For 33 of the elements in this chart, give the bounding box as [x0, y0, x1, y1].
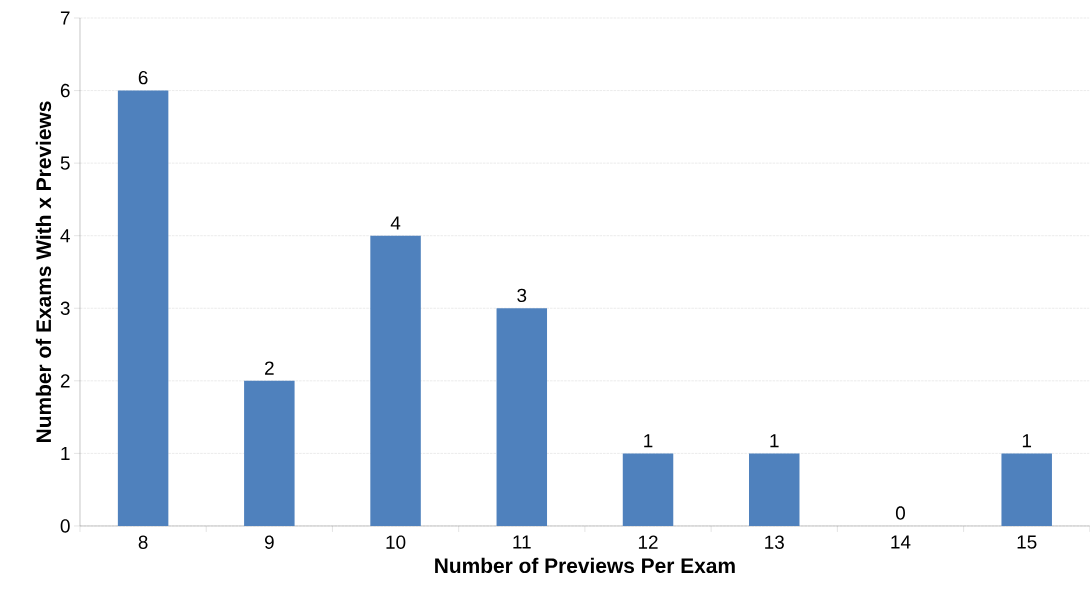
- x-tick-label: 14: [891, 535, 911, 549]
- data-label: 1: [644, 434, 653, 448]
- y-tick-label: 1: [61, 446, 70, 460]
- data-label: 4: [390, 216, 401, 230]
- bar: [496, 308, 548, 526]
- bar: [244, 380, 295, 526]
- bar: [1001, 453, 1052, 526]
- data-label: 3: [517, 288, 527, 303]
- y-tick-label: 0: [60, 519, 70, 533]
- x-tick-label: 11: [513, 535, 531, 549]
- bar: [622, 453, 674, 526]
- data-label: 6: [138, 70, 148, 85]
- x-tick-label: 9: [264, 535, 274, 549]
- y-tick-label: 3: [60, 301, 70, 315]
- y-tick-label: 5: [60, 156, 70, 170]
- bar: [117, 90, 169, 526]
- y-tick-label: 4: [60, 229, 70, 243]
- data-label: 0: [895, 506, 905, 520]
- bar: [749, 453, 800, 526]
- x-tick-label: 10: [386, 535, 406, 549]
- data-label: 1: [1022, 434, 1032, 448]
- x-tick-label: 8: [138, 535, 148, 549]
- y-tick-label: 6: [60, 83, 70, 98]
- bar: [370, 235, 421, 526]
- x-axis-title: Number of Previews Per Exam: [435, 557, 735, 574]
- data-label: 1: [770, 434, 779, 448]
- data-label: 2: [265, 361, 274, 375]
- x-tick-label: 12: [638, 535, 658, 549]
- x-tick-label: 13: [765, 535, 784, 549]
- y-tick-label: 7: [60, 11, 70, 25]
- y-tick-label: 2: [60, 374, 70, 388]
- x-tick-label: 15: [1017, 535, 1037, 549]
- y-axis-title: Number of Exams With x Previews: [35, 101, 52, 442]
